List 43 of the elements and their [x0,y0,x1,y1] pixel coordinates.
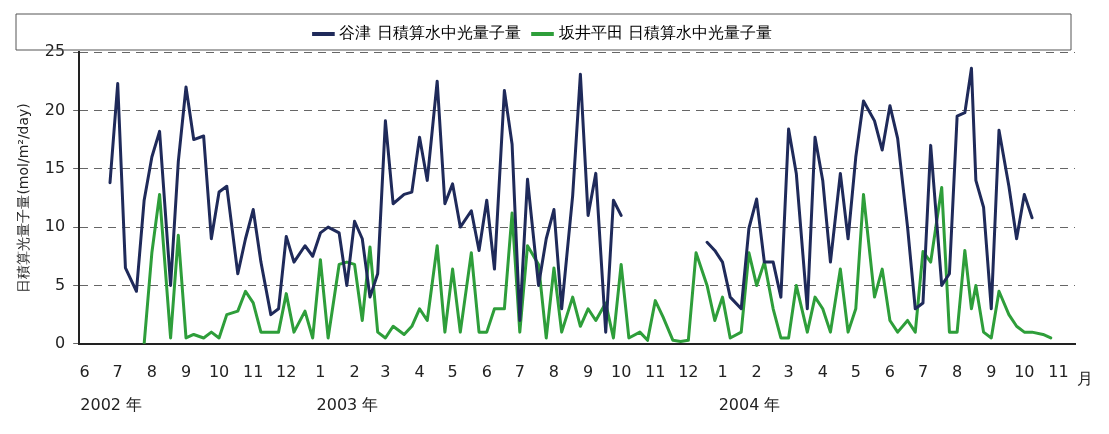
y-tick-label: 25 [44,41,66,61]
x-tick-label: 10 [208,361,230,381]
x-tick-label: 6 [884,361,896,381]
x-tick-label: 3 [783,361,794,381]
x-tick-label: 12 [276,361,297,381]
x-axis-title: 月 [1077,368,1093,388]
x-tick-label: 5 [447,361,458,381]
legend-label: 坂井平田 日積算水中光量子量 [557,23,772,43]
x-tick-label: 6 [481,361,492,381]
x-tick-label: 6 [79,361,90,381]
y-tick-label: 10 [44,216,66,236]
text: 2003 年 [316,394,379,414]
y-tick-label: 0 [54,332,66,352]
y-tick-label: 15 [44,157,66,177]
x-tick-label: 10 [1014,361,1035,381]
x-tick-label: 3 [380,361,391,381]
x-tick-label: 7 [112,361,123,381]
x-tick-label: 7 [514,361,525,381]
x-tick-label: 2 [751,361,762,381]
x-tick-label: 9 [583,361,594,381]
x-tick-label: 1 [315,361,326,381]
x-tick-label: 4 [817,361,828,381]
x-tick-label: 12 [678,361,699,381]
x-tick-label: 1 [717,361,728,381]
text: 2004 年 [718,394,781,414]
x-tick-label: 8 [952,361,963,381]
x-tick-label: 9 [986,361,997,381]
x-tick-label: 11 [243,361,264,381]
legend-label: 谷津 日積算水中光量子量 [339,23,521,43]
x-tick-label: 10 [610,361,632,381]
x-tick-label: 9 [180,361,192,381]
text: 2002 年 [80,394,143,414]
x-tick-label: 4 [414,361,425,381]
y-axis-title: 日積算光量子量(mol/m²/day) [15,103,32,293]
x-tick-label: 2 [349,361,360,381]
x-tick-label: 8 [146,361,157,381]
x-tick-label: 7 [917,361,929,381]
y-tick-label: 5 [54,274,66,294]
y-tick-label: 20 [44,99,66,119]
x-tick-label: 11 [1048,361,1069,381]
x-tick-label: 5 [850,361,861,381]
x-tick-label: 8 [548,361,560,381]
x-tick-label: 11 [645,361,666,381]
